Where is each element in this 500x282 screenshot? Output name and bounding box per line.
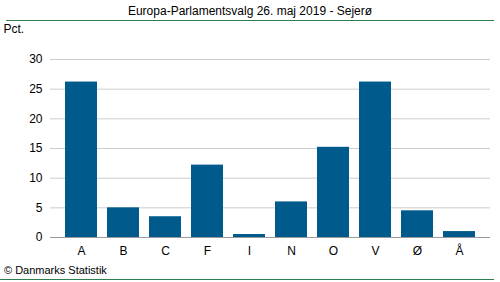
svg-text:Pct.: Pct. bbox=[4, 22, 25, 36]
svg-text:20: 20 bbox=[29, 112, 43, 126]
svg-text:V: V bbox=[371, 244, 379, 258]
svg-text:I: I bbox=[248, 244, 251, 258]
svg-text:25: 25 bbox=[29, 82, 43, 96]
svg-text:15: 15 bbox=[29, 141, 43, 155]
svg-text:C: C bbox=[161, 244, 170, 258]
svg-text:Ø: Ø bbox=[413, 244, 422, 258]
html-text:© Danmarks Statistik: © Danmarks Statistik bbox=[4, 264, 107, 276]
svg-text:N: N bbox=[287, 244, 296, 258]
svg-text:30: 30 bbox=[29, 52, 43, 66]
svg-text:B: B bbox=[119, 244, 127, 258]
svg-text:Å: Å bbox=[455, 243, 463, 258]
svg-text:10: 10 bbox=[29, 171, 43, 185]
svg-text:A: A bbox=[77, 244, 85, 258]
svg-text:5: 5 bbox=[36, 201, 43, 215]
svg-text:F: F bbox=[204, 244, 211, 258]
svg-text:O: O bbox=[329, 244, 338, 258]
html-text:Europa-Parlamentsvalg 26. maj: Europa-Parlamentsvalg 26. maj 2019 - Sej… bbox=[127, 4, 373, 18]
svg-text:0: 0 bbox=[36, 230, 43, 244]
